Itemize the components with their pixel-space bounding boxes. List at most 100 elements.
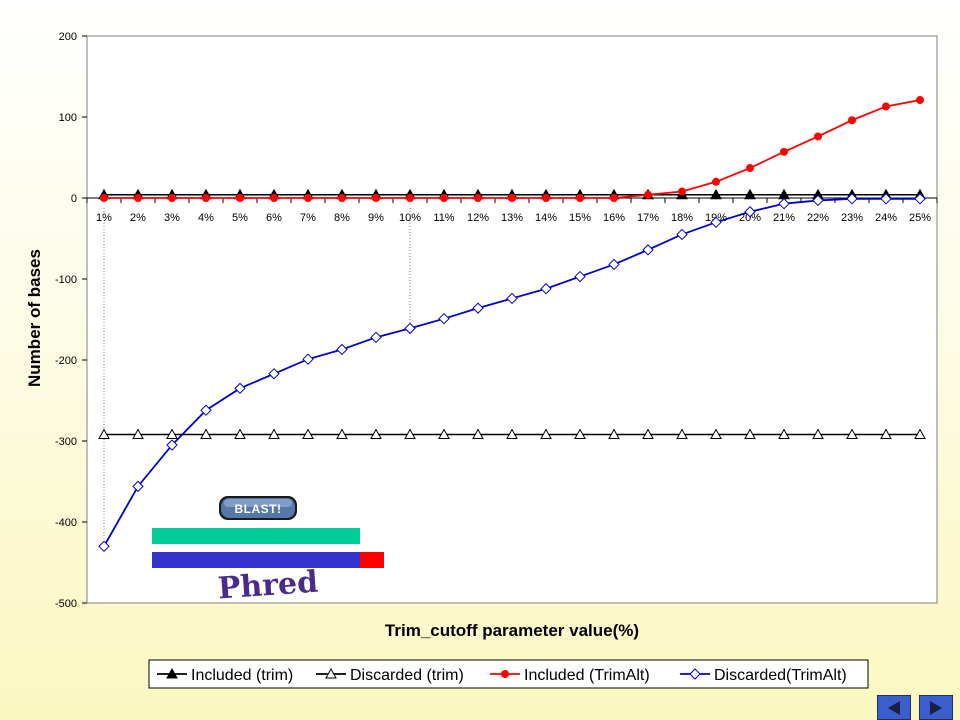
x-axis-title: Trim_cutoff parameter value(%) (385, 621, 639, 640)
data-point (574, 428, 586, 440)
data-point (438, 428, 450, 440)
x-tick-label: 4% (198, 212, 214, 224)
data-point (236, 194, 244, 202)
data-point (100, 194, 108, 202)
x-tick-label: 3% (164, 212, 180, 224)
data-point (574, 270, 586, 283)
data-point (848, 116, 856, 125)
data-point (268, 368, 280, 380)
data-point (506, 428, 518, 440)
data-point (166, 667, 178, 679)
data-point (501, 670, 509, 678)
right-triangle-icon (930, 700, 942, 715)
red-bar (360, 552, 384, 568)
y-tick-label: -100 (55, 274, 77, 286)
data-point (166, 428, 178, 440)
legend-label: Discarded(TrimAlt) (714, 667, 847, 684)
x-tick-label: 15% (569, 212, 591, 224)
drop-lines (103, 208, 411, 547)
data-point (336, 343, 348, 356)
x-tick-label: 21% (773, 212, 795, 224)
x-tick-label: 7% (300, 212, 316, 224)
data-point (302, 428, 314, 440)
data-point (744, 188, 756, 200)
data-point (540, 428, 552, 440)
y-tick-label: -300 (55, 436, 77, 448)
x-tick-label: 25% (909, 212, 931, 224)
data-point (200, 428, 212, 440)
x-tick-label: 24% (875, 212, 897, 224)
data-point (132, 480, 144, 493)
data-point (812, 194, 824, 207)
y-tick-label: -200 (55, 355, 77, 367)
data-point (642, 244, 654, 256)
data-point (338, 194, 346, 202)
data-point (336, 428, 348, 440)
data-point (304, 194, 312, 202)
legend-item: Included (trim) (157, 667, 293, 684)
data-point (370, 428, 382, 440)
x-tick-label: 17% (637, 212, 659, 224)
data-point (846, 428, 858, 440)
data-point (132, 428, 144, 440)
x-tick-label: 5% (232, 212, 248, 224)
data-point (166, 439, 178, 451)
data-point (134, 194, 142, 202)
data-point (608, 258, 620, 271)
data-point (644, 190, 652, 199)
data-point (778, 428, 790, 440)
x-tick-label: 13% (501, 212, 523, 224)
previous-slide-button[interactable] (877, 695, 911, 720)
x-tick-label: 6% (266, 212, 282, 224)
data-point (710, 216, 722, 229)
data-point (678, 187, 686, 196)
y-tick-label: -500 (55, 598, 77, 610)
legend-item: Discarded (trim) (316, 667, 464, 684)
data-point (168, 194, 176, 202)
data-point (372, 194, 380, 202)
data-point (325, 667, 337, 679)
data-point (438, 312, 450, 325)
data-point (234, 428, 246, 440)
data-point (472, 302, 484, 314)
data-point (778, 197, 790, 210)
data-point (98, 428, 110, 440)
phred-logo: Phred (217, 565, 319, 607)
data-point (610, 194, 618, 202)
blue-bar (152, 552, 360, 568)
x-tick-label: 20% (739, 212, 761, 224)
data-point (406, 194, 414, 202)
y-axis-title: Number of bases (25, 249, 44, 387)
x-tick-label: 14% (535, 212, 557, 224)
y-tick-label: 200 (59, 31, 77, 43)
data-point (914, 193, 926, 205)
data-point (404, 322, 416, 335)
next-slide-button[interactable] (919, 695, 953, 720)
data-point (268, 428, 280, 440)
data-point (472, 428, 484, 440)
data-point (542, 194, 550, 202)
legend-label: Included (trim) (191, 667, 293, 684)
data-point (712, 177, 720, 186)
data-point (302, 353, 314, 365)
data-point (814, 132, 822, 141)
data-point (882, 102, 890, 111)
data-point (880, 193, 892, 205)
data-point (440, 194, 448, 202)
data-point (200, 404, 212, 416)
series-4 (98, 193, 926, 553)
x-tick-label: 9% (368, 212, 384, 224)
data-point (780, 147, 788, 156)
x-tick-label: 11% (433, 212, 454, 224)
data-point (880, 428, 892, 440)
data-point (202, 194, 210, 202)
data-point (540, 283, 552, 295)
data-point (508, 194, 516, 202)
x-tick-label: 12% (467, 212, 489, 224)
blast-badge[interactable]: BLAST! (219, 496, 297, 520)
data-point (676, 228, 688, 241)
data-point (270, 194, 278, 202)
teal-bar (152, 528, 360, 544)
y-tick-label: 100 (59, 112, 77, 124)
